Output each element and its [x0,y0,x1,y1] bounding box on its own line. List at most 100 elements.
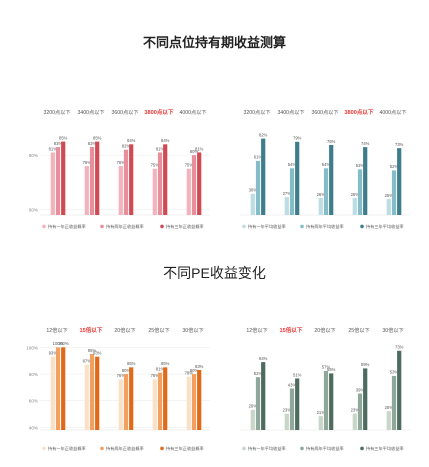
bar [61,347,66,430]
bar [357,393,363,430]
data-label: 93% [49,350,58,355]
bar [386,411,391,430]
bar [118,166,123,215]
category-label: 3400点以下 [277,109,304,116]
bar [61,141,66,215]
data-label: 54% [322,162,331,167]
legend-marker [100,224,104,229]
data-label: 27% [283,191,292,196]
category-label: 4000点以下 [379,109,406,116]
bar [163,144,168,215]
data-label: 59% [361,362,370,367]
data-label: 52% [254,371,263,376]
bar [352,413,357,430]
bar [50,356,55,430]
bar [323,168,329,215]
data-label: 43% [288,382,297,387]
data-label: 61% [254,155,263,160]
bar [284,196,289,215]
legend-label: 持有两年平均收益率 [306,445,344,452]
bar [152,379,157,430]
data-label: 82% [122,144,131,149]
bar [129,144,134,215]
chart-pe-positive-probability: 100%80%60%40%12倍以下93%100%100%15倍以下87%95%… [26,326,210,452]
chart-point-positive-probability: 80%60%3200点以下81%83%85%3400点以下76%83%85%36… [29,108,210,230]
category-label: 3200点以下 [43,109,70,116]
data-label: 23% [351,407,360,412]
bar [84,364,89,430]
legend-label: 持有三年正收益概率 [166,223,204,230]
category-label: 30倍以下 [382,326,403,334]
bar [295,378,300,430]
data-label: 26% [249,404,258,409]
category-label: 12倍以下 [46,326,67,334]
data-label: 75% [185,163,194,168]
bar [163,367,168,430]
bar [250,409,255,430]
data-label: 79% [293,136,302,141]
data-label: 57% [322,365,331,370]
bar [329,144,334,215]
bar [397,148,402,215]
bar [84,166,89,215]
bar [386,199,391,215]
data-label: 100% [53,341,64,346]
data-label: 93% [93,350,102,355]
data-label: 81% [156,366,165,371]
category-label: 30倍以下 [182,326,203,334]
data-label: 39% [356,387,365,392]
bar [50,152,55,215]
data-label: 25% [385,405,394,410]
data-label: 85% [161,361,170,366]
bar [289,388,295,430]
data-label: 21% [317,410,326,415]
data-label: 83% [88,141,97,146]
legend-marker [242,224,246,229]
bar [284,413,289,430]
data-label: 78% [185,370,194,375]
y-tick-label: 80% [29,372,38,377]
data-label: 81% [156,146,165,151]
bar [329,373,334,430]
data-label: 53% [356,163,365,168]
bar [289,168,295,215]
bar [89,147,95,215]
data-label: 76% [117,160,126,165]
category-label: 3600点以下 [311,109,338,116]
category-label: 4000点以下 [179,109,206,116]
data-label: 75% [151,163,160,168]
bar [397,350,402,430]
chart-title-bottom: 不同PE收益变化 [163,265,266,281]
data-label: 85% [93,135,102,140]
bar [191,374,197,430]
legend-marker [242,446,246,451]
data-label: 81% [195,146,204,151]
data-label: 51% [293,372,302,377]
data-label: 73% [395,142,404,147]
legend-label: 持有三年平均收益率 [366,223,404,230]
bar [95,356,100,430]
category-label: 12倍以下 [246,326,267,334]
data-label: 25% [385,193,394,198]
category-label: 15倍以下 [279,326,302,334]
category-label: 25倍以下 [148,326,169,334]
category-label: 3600点以下 [111,109,138,116]
category-label: 25倍以下 [348,326,369,334]
data-label: 80% [190,149,199,154]
bar [197,370,202,430]
bar [391,375,397,430]
category-label: 3400点以下 [77,109,104,116]
category-label: 3800点以下 [344,108,374,116]
bar [95,141,100,215]
legend-label: 持有两年正收益概率 [106,445,144,452]
legend-marker [42,446,46,451]
bar [261,362,266,430]
data-label: 54% [288,162,297,167]
legend-label: 持有一年正收益概率 [48,445,86,452]
legend-label: 持有一年平均收益率 [248,445,286,452]
legend-marker [360,446,364,451]
bar [255,377,261,430]
bar [152,168,157,215]
legend-label: 持有一年平均收益率 [248,223,286,230]
legend-label: 持有两年平均收益率 [306,223,344,230]
